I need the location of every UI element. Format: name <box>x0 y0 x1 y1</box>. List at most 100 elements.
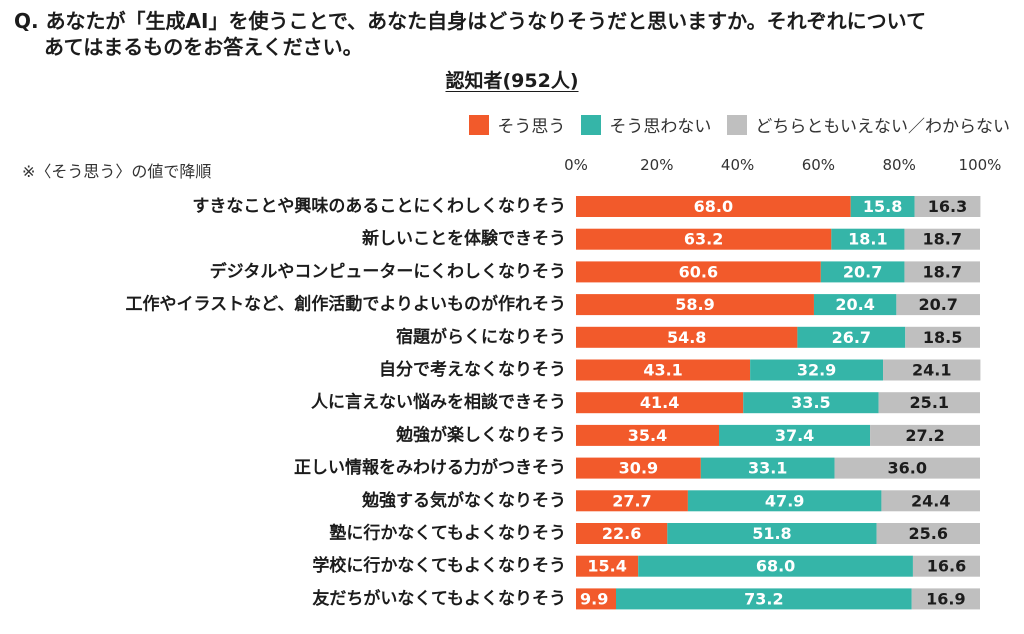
legend-item-agree: そう思う <box>469 112 565 137</box>
legend-label-unsure: どちらともいえない／わからない <box>755 117 1010 137</box>
data-label-unsure: 18.7 <box>922 230 961 249</box>
bar-disagree <box>687 490 882 512</box>
bar-disagree <box>750 359 884 381</box>
category-label: 宿題がらくになりそう <box>396 326 566 347</box>
bar-unsure <box>911 588 980 610</box>
data-label-unsure: 16.9 <box>926 589 965 608</box>
data-label-disagree: 73.2 <box>744 589 783 608</box>
data-label-agree: 27.7 <box>612 491 651 510</box>
question-line-2: あてはまるものをお答えください。 <box>44 35 363 59</box>
bar-agree <box>576 555 639 577</box>
bar-unsure <box>904 261 980 283</box>
data-label-disagree: 18.1 <box>848 230 887 249</box>
bar-disagree <box>820 261 905 283</box>
sort-note: ※〈そう思う〉の値で降順 <box>22 162 212 181</box>
data-label-unsure: 24.4 <box>911 491 950 510</box>
chart-title-text: 認知者(952人) <box>445 70 579 92</box>
legend-label-agree: そう思う <box>497 117 566 137</box>
bar-unsure <box>881 490 980 512</box>
data-label-unsure: 18.5 <box>923 328 962 347</box>
question-text: Q. あなたが「生成AI」を使うことで、あなた自身はどうなりそうだと思いますか。… <box>14 8 1004 60</box>
bar-agree <box>576 490 688 512</box>
bar-unsure <box>870 424 980 446</box>
data-label-agree: 54.8 <box>667 328 706 347</box>
bar-agree <box>576 294 814 316</box>
data-label-unsure: 27.2 <box>905 426 944 445</box>
data-label-unsure: 16.3 <box>928 197 967 216</box>
bar-disagree <box>743 392 879 414</box>
bar-disagree <box>813 294 897 316</box>
category-label: 工作やイラストなど、創作活動でよりよいものが作れそう <box>126 294 566 315</box>
category-label: 人に言えない悩みを相談できそう <box>311 392 566 413</box>
legend-label-disagree: そう思わない <box>609 117 712 137</box>
bar-unsure <box>905 326 980 348</box>
data-label-disagree: 37.4 <box>775 426 814 445</box>
category-label: 塾に行かなくてもよくなりそう <box>329 523 566 544</box>
data-label-disagree: 68.0 <box>756 557 795 576</box>
legend-item-unsure: どちらともいえない／わからない <box>727 112 1010 137</box>
category-label: 勉強する気がなくなりそう <box>361 490 566 511</box>
bar-disagree <box>638 555 913 577</box>
category-label: 自分で考えなくなりそう <box>379 359 566 380</box>
x-tick-label: 60% <box>802 156 835 174</box>
data-label-agree: 22.6 <box>602 524 641 543</box>
data-label-disagree: 33.5 <box>791 393 830 412</box>
bar-unsure <box>883 359 981 381</box>
bar-unsure <box>904 228 980 250</box>
bar-unsure <box>914 196 981 217</box>
data-label-unsure: 20.7 <box>918 295 957 314</box>
bar-agree <box>576 196 851 217</box>
data-label-disagree: 26.7 <box>832 328 871 347</box>
legend-item-disagree: そう思わない <box>581 112 711 137</box>
bar-agree <box>576 326 798 348</box>
bar-agree <box>576 261 821 283</box>
data-label-disagree: 51.8 <box>752 524 791 543</box>
legend-swatch-agree <box>469 114 490 135</box>
bar-agree <box>576 359 751 381</box>
legend-swatch-unsure <box>727 114 748 135</box>
data-label-agree: 43.1 <box>643 361 682 380</box>
data-label-disagree: 47.9 <box>765 491 804 510</box>
data-label-disagree: 15.8 <box>863 197 902 216</box>
data-label-agree: 35.4 <box>628 426 667 445</box>
data-label-disagree: 33.1 <box>748 459 787 478</box>
bar-agree <box>576 523 668 544</box>
x-tick-label: 0% <box>564 156 588 174</box>
legend-swatch-disagree <box>581 114 602 135</box>
bar-disagree <box>797 326 906 348</box>
data-label-agree: 15.4 <box>587 557 626 576</box>
bar-agree <box>576 392 744 414</box>
bar-disagree <box>667 523 877 544</box>
data-label-agree: 58.9 <box>675 295 714 314</box>
data-label-disagree: 20.4 <box>835 295 874 314</box>
data-label-disagree: 32.9 <box>797 361 836 380</box>
category-label: 友だちがいなくてもよくなりそう <box>312 588 566 609</box>
x-tick-label: 100% <box>959 156 1002 174</box>
data-label-agree: 60.6 <box>679 262 718 281</box>
bar-unsure <box>912 555 980 577</box>
category-label: すきなことや興味のあることにくわしくなりそう <box>192 196 566 217</box>
data-label-unsure: 18.7 <box>922 262 961 281</box>
category-label: 学校に行かなくてもよくなりそう <box>312 555 566 576</box>
bar-disagree <box>831 228 905 250</box>
bar-agree <box>576 457 701 479</box>
x-tick-label: 20% <box>640 156 673 174</box>
bar-agree <box>576 588 616 610</box>
data-label-agree: 30.9 <box>619 459 658 478</box>
data-label-unsure: 36.0 <box>888 459 927 478</box>
category-label: 新しいことを体験できそう <box>362 228 566 249</box>
data-label-unsure: 16.6 <box>927 557 966 576</box>
bar-disagree <box>700 457 835 479</box>
question-line-1: Q. あなたが「生成AI」を使うことで、あなた自身はどうなりそうだと思いますか。… <box>14 9 927 33</box>
data-label-agree: 9.9 <box>580 589 608 608</box>
data-label-disagree: 20.7 <box>843 262 882 281</box>
data-label-unsure: 25.1 <box>910 393 949 412</box>
data-label-agree: 68.0 <box>694 197 733 216</box>
bar-agree <box>576 424 720 446</box>
bar-disagree <box>615 588 912 610</box>
bar-unsure <box>896 294 980 316</box>
bar-unsure <box>876 523 980 544</box>
chart-legend: そう思う そう思わない どちらともいえない／わからない <box>453 112 1010 137</box>
